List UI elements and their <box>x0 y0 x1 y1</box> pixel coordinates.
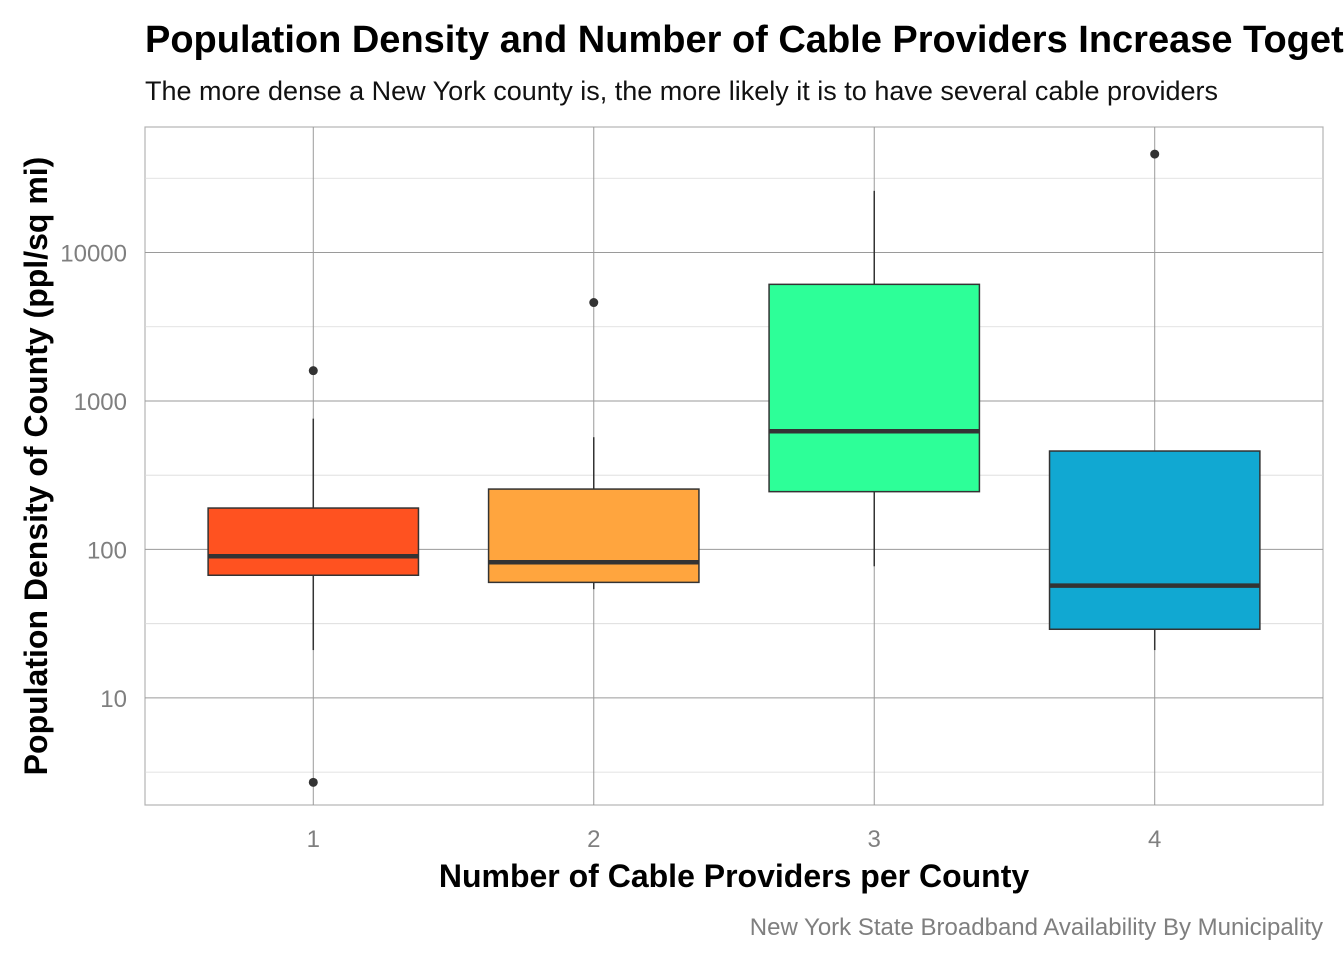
box <box>207 507 420 577</box>
box <box>1048 450 1261 631</box>
outlier-point <box>308 777 318 787</box>
boxes <box>207 149 1261 787</box>
outlier-point <box>308 366 318 376</box>
y-tick-label: 10000 <box>60 240 127 267</box>
chart-title: Population Density and Number of Cable P… <box>145 19 1344 61</box>
outlier-point <box>1150 149 1160 159</box>
y-tick-label: 1000 <box>74 389 127 416</box>
box <box>487 488 700 584</box>
chart-subtitle: The more dense a New York county is, the… <box>145 76 1218 106</box>
y-axis-title: Population Density of County (ppl/sq mi) <box>18 157 54 776</box>
y-tick-label: 10 <box>100 686 127 713</box>
x-axis-ticks: 1 2 3 4 <box>307 826 1162 853</box>
box-group-2 <box>487 298 700 590</box>
x-tick-label: 4 <box>1148 826 1161 853</box>
x-axis-title: Number of Cable Providers per County <box>439 858 1030 894</box>
y-axis-ticks: 10 100 1000 10000 <box>60 240 127 712</box>
outlier-point <box>589 298 599 308</box>
x-tick-label: 2 <box>587 826 600 853</box>
box <box>768 283 981 493</box>
x-tick-label: 1 <box>307 826 320 853</box>
box-group-4 <box>1048 149 1261 651</box>
caption: New York State Broadband Availability By… <box>750 914 1323 941</box>
y-tick-label: 100 <box>87 537 127 564</box>
box-group-3 <box>768 190 981 567</box>
box-group-1 <box>207 366 420 787</box>
x-tick-label: 3 <box>868 826 881 853</box>
